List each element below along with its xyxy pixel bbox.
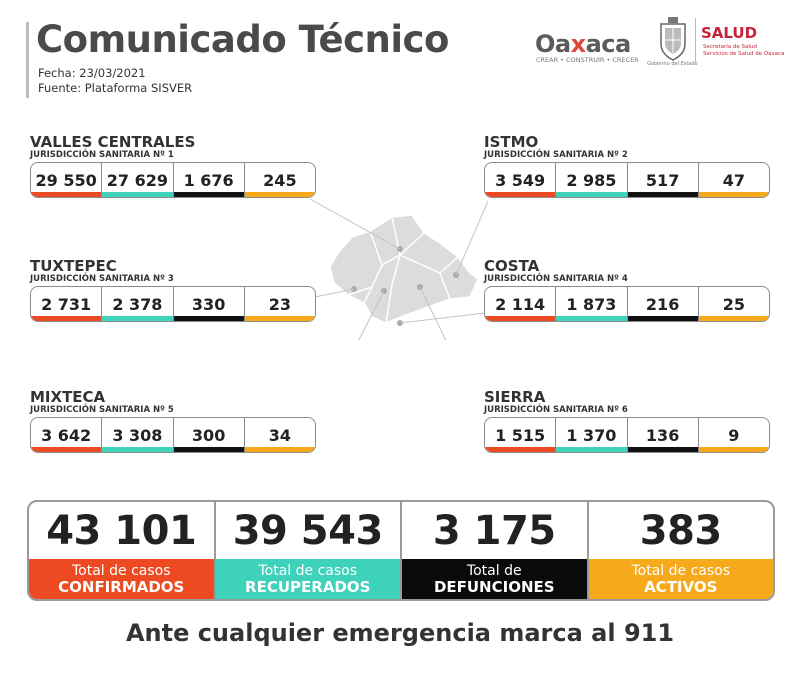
state-seal-icon — [660, 17, 686, 61]
region-sierra: SIERRA JURISDICCIÓN SANITARIA Nº 6 1 515… — [484, 389, 770, 453]
region-costa: COSTA JURISDICCIÓN SANITARIA Nº 4 2 114 … — [484, 258, 770, 322]
active-count: 9 — [698, 418, 769, 452]
total-confirmed-value: 43 101 — [46, 507, 197, 554]
confirmed-count: 2 114 — [485, 287, 557, 321]
region-name: MIXTECA — [30, 388, 106, 406]
region-stats: 1 515 1 370 136 9 — [484, 417, 770, 453]
region-name: SIERRA — [484, 388, 546, 406]
region-mixteca: MIXTECA JURISDICCIÓN SANITARIA Nº 5 3 64… — [30, 389, 316, 453]
region-jurisdiction: JURISDICCIÓN SANITARIA Nº 2 — [484, 150, 628, 160]
recovered-count: 2 985 — [556, 163, 628, 197]
total-active: 383 Total de casos ACTIVOS — [588, 502, 773, 599]
total-deaths-value: 3 175 — [432, 507, 556, 554]
region-stats: 29 550 27 629 1 676 245 — [30, 162, 316, 198]
total-recovered: 39 543 Total de casos RECUPERADOS — [215, 502, 402, 599]
region-stats: 3 642 3 308 300 34 — [30, 417, 316, 453]
deaths-count: 300 — [173, 418, 245, 452]
deaths-count: 330 — [173, 287, 245, 321]
salud-subtitle: Secretaría de Salud — [703, 44, 757, 50]
region-jurisdiction: JURISDICCIÓN SANITARIA Nº 1 — [30, 150, 174, 160]
region-stats: 2 731 2 378 330 23 — [30, 286, 316, 322]
region-name: COSTA — [484, 257, 540, 275]
region-jurisdiction: JURISDICCIÓN SANITARIA Nº 3 — [30, 274, 174, 284]
report-date: Fecha: 23/03/2021 — [38, 66, 146, 80]
recovered-count: 3 308 — [102, 418, 174, 452]
total-deaths-label: Total de DEFUNCIONES — [402, 559, 587, 599]
total-recovered-value: 39 543 — [232, 507, 384, 554]
total-active-value: 383 — [639, 507, 722, 554]
emergency-footer: Ante cualquier emergencia marca al 911 — [125, 619, 675, 647]
confirmed-count: 2 731 — [31, 287, 103, 321]
recovered-count: 27 629 — [102, 163, 174, 197]
active-count: 34 — [244, 418, 315, 452]
oaxaca-logo: Oaxaca — [535, 30, 631, 58]
region-jurisdiction: JURISDICCIÓN SANITARIA Nº 6 — [484, 405, 628, 415]
confirmed-count: 3 642 — [31, 418, 103, 452]
region-name: TUXTEPEC — [30, 257, 117, 275]
page-title: Comunicado Técnico — [36, 18, 449, 61]
header-logos: Oaxaca CREAR • CONSTRUIR • CRECER Gobier… — [535, 14, 785, 70]
confirmed-count: 29 550 — [31, 163, 103, 197]
region-stats: 3 549 2 985 517 47 — [484, 162, 770, 198]
region-istmo: ISTMO JURISDICCIÓN SANITARIA Nº 2 3 549 … — [484, 134, 770, 198]
active-count: 47 — [698, 163, 769, 197]
total-recovered-label: Total de casos RECUPERADOS — [215, 559, 400, 599]
recovered-count: 2 378 — [102, 287, 174, 321]
active-count: 25 — [698, 287, 769, 321]
oaxaca-map — [309, 198, 489, 340]
recovered-count: 1 370 — [556, 418, 628, 452]
total-active-label: Total de casos ACTIVOS — [588, 559, 773, 599]
confirmed-count: 3 549 — [485, 163, 557, 197]
active-count: 23 — [244, 287, 315, 321]
region-stats: 2 114 1 873 216 25 — [484, 286, 770, 322]
header-accent-bar — [26, 22, 29, 98]
logo-divider — [695, 18, 696, 64]
totals-panel: 43 101 Total de casos CONFIRMADOS 39 543… — [27, 500, 775, 601]
gobierno-label: Gobierno del Estado — [647, 61, 698, 67]
region-jurisdiction: JURISDICCIÓN SANITARIA Nº 4 — [484, 274, 628, 284]
total-confirmed: 43 101 Total de casos CONFIRMADOS — [29, 502, 216, 599]
deaths-count: 216 — [627, 287, 699, 321]
total-confirmed-label: Total de casos CONFIRMADOS — [29, 559, 214, 599]
region-name: ISTMO — [484, 133, 539, 151]
confirmed-count: 1 515 — [485, 418, 557, 452]
total-deaths: 3 175 Total de DEFUNCIONES — [402, 502, 589, 599]
oaxaca-tagline: CREAR • CONSTRUIR • CRECER — [536, 56, 639, 64]
recovered-count: 1 873 — [556, 287, 628, 321]
deaths-count: 136 — [627, 418, 699, 452]
report-source: Fuente: Plataforma SISVER — [38, 81, 193, 95]
region-jurisdiction: JURISDICCIÓN SANITARIA Nº 5 — [30, 405, 174, 415]
deaths-count: 1 676 — [173, 163, 245, 197]
region-name: VALLES CENTRALES — [30, 133, 196, 151]
region-tuxtepec: TUXTEPEC JURISDICCIÓN SANITARIA Nº 3 2 7… — [30, 258, 316, 322]
active-count: 245 — [244, 163, 315, 197]
salud-subtitle: Servicios de Salud de Oaxaca — [703, 51, 785, 57]
deaths-count: 517 — [627, 163, 699, 197]
salud-logo: SALUD — [701, 24, 758, 42]
region-valles-centrales: VALLES CENTRALES JURISDICCIÓN SANITARIA … — [30, 134, 316, 198]
